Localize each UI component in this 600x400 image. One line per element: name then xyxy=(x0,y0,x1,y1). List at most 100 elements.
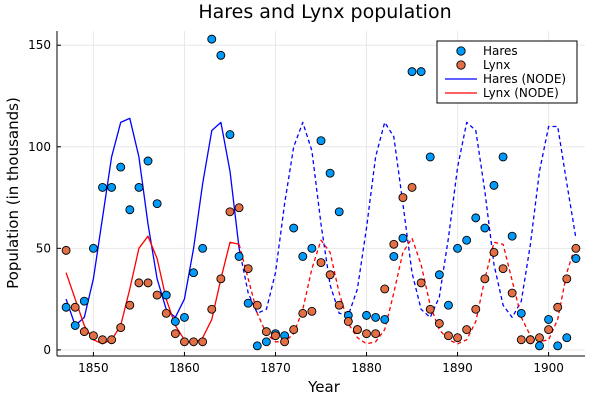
hares-point xyxy=(143,156,153,166)
hares-point xyxy=(453,243,463,253)
lynx-point xyxy=(116,323,126,333)
lynx-point xyxy=(462,325,472,335)
lynx-point xyxy=(416,278,426,288)
lynx-point xyxy=(562,274,572,284)
y-tick-label: 100 xyxy=(28,140,51,154)
lynx-point xyxy=(280,337,290,347)
lynx-point xyxy=(143,278,153,288)
lynx-point xyxy=(325,270,335,280)
hares-point xyxy=(562,333,572,343)
lynx-point xyxy=(535,333,544,343)
x-axis-label: Year xyxy=(307,378,341,396)
series-layer xyxy=(61,34,581,351)
lynx-point xyxy=(170,329,180,339)
lynx-point xyxy=(389,239,399,249)
hares-point xyxy=(334,207,344,217)
hares-point xyxy=(189,268,199,278)
hares-point xyxy=(434,270,444,280)
hares-point xyxy=(261,337,271,347)
legend-marker xyxy=(456,46,466,56)
y-tick-label: 50 xyxy=(36,241,51,255)
hares-point xyxy=(544,314,554,324)
lynx-point xyxy=(289,325,299,335)
lynx-point xyxy=(380,284,390,294)
x-tick-label: 1890 xyxy=(442,361,473,375)
hares-point xyxy=(298,252,308,261)
legend-label: Lynx xyxy=(483,58,510,72)
lynx-point xyxy=(334,300,344,310)
hares-point xyxy=(553,341,563,351)
hares-point xyxy=(462,235,472,245)
hares-point xyxy=(416,67,426,77)
lynx-point xyxy=(407,182,417,192)
hares-point xyxy=(362,310,371,320)
lynx-point xyxy=(307,306,317,316)
hares-point xyxy=(88,243,98,253)
hares-point xyxy=(398,233,408,243)
lynx-point xyxy=(70,302,80,312)
ticks-layer: 1850 1860 1870 1880 1890 1900 0 50 100 150 xyxy=(28,38,564,375)
hares-point xyxy=(161,290,171,300)
lynx-point xyxy=(234,203,244,213)
lynx-node-fit-line xyxy=(65,235,240,345)
lynx-point xyxy=(216,274,226,284)
lynx-point xyxy=(398,193,408,203)
legend-label: Hares (NODE) xyxy=(483,72,566,86)
hares-point xyxy=(216,50,226,60)
hares-point xyxy=(179,312,189,322)
lynx-point xyxy=(98,335,107,345)
y-tick-label: 150 xyxy=(28,38,51,52)
legend-label: Hares xyxy=(483,44,518,58)
hares-point xyxy=(225,130,235,140)
y-axis-label: Population (in thousands) xyxy=(4,97,22,289)
hares-point xyxy=(389,252,399,261)
x-tick-label: 1860 xyxy=(169,361,200,375)
lynx-point xyxy=(516,335,526,345)
hares-point xyxy=(170,317,180,326)
hares-point xyxy=(61,302,71,312)
hares-point xyxy=(407,67,417,77)
lynx-point xyxy=(88,331,98,341)
lynx-point xyxy=(316,258,326,268)
hares-node-fit-line xyxy=(65,117,240,327)
hares-point xyxy=(70,321,80,330)
lynx-point xyxy=(443,331,453,341)
hares-point xyxy=(107,182,117,192)
lynx-point xyxy=(161,308,171,318)
hares-point xyxy=(498,152,508,162)
lynx-point xyxy=(61,245,71,255)
x-tick-label: 1870 xyxy=(260,361,291,375)
lynx-point xyxy=(471,304,481,314)
hares-point xyxy=(507,231,517,241)
legend-marker xyxy=(456,60,466,70)
hares-point xyxy=(443,300,453,310)
lynx-point xyxy=(343,317,353,326)
hares-point xyxy=(98,182,107,192)
lynx-point xyxy=(507,288,517,298)
hares-point xyxy=(325,168,335,178)
lynx-point xyxy=(498,264,508,274)
lynx-point xyxy=(525,335,535,345)
hares-point xyxy=(125,205,135,215)
hares-point xyxy=(134,182,144,192)
lynx-point xyxy=(207,304,217,314)
hares-point xyxy=(243,298,253,308)
hares-point xyxy=(471,213,481,223)
hares-point xyxy=(489,180,499,190)
hares-point xyxy=(252,341,262,351)
x-tick-label: 1900 xyxy=(533,361,564,375)
lynx-point xyxy=(152,290,162,300)
lynx-point xyxy=(480,274,490,284)
hares-node-forecast-line xyxy=(238,121,577,319)
hares-point xyxy=(316,136,326,146)
hares-point xyxy=(152,199,162,209)
lynx-point xyxy=(125,300,135,310)
hares-point xyxy=(380,314,390,324)
hares-point xyxy=(307,243,317,253)
lynx-point xyxy=(352,325,362,335)
lynx-point xyxy=(553,302,563,312)
lynx-point xyxy=(179,337,189,347)
lynx-point xyxy=(243,264,253,274)
lynx-point xyxy=(362,329,371,339)
